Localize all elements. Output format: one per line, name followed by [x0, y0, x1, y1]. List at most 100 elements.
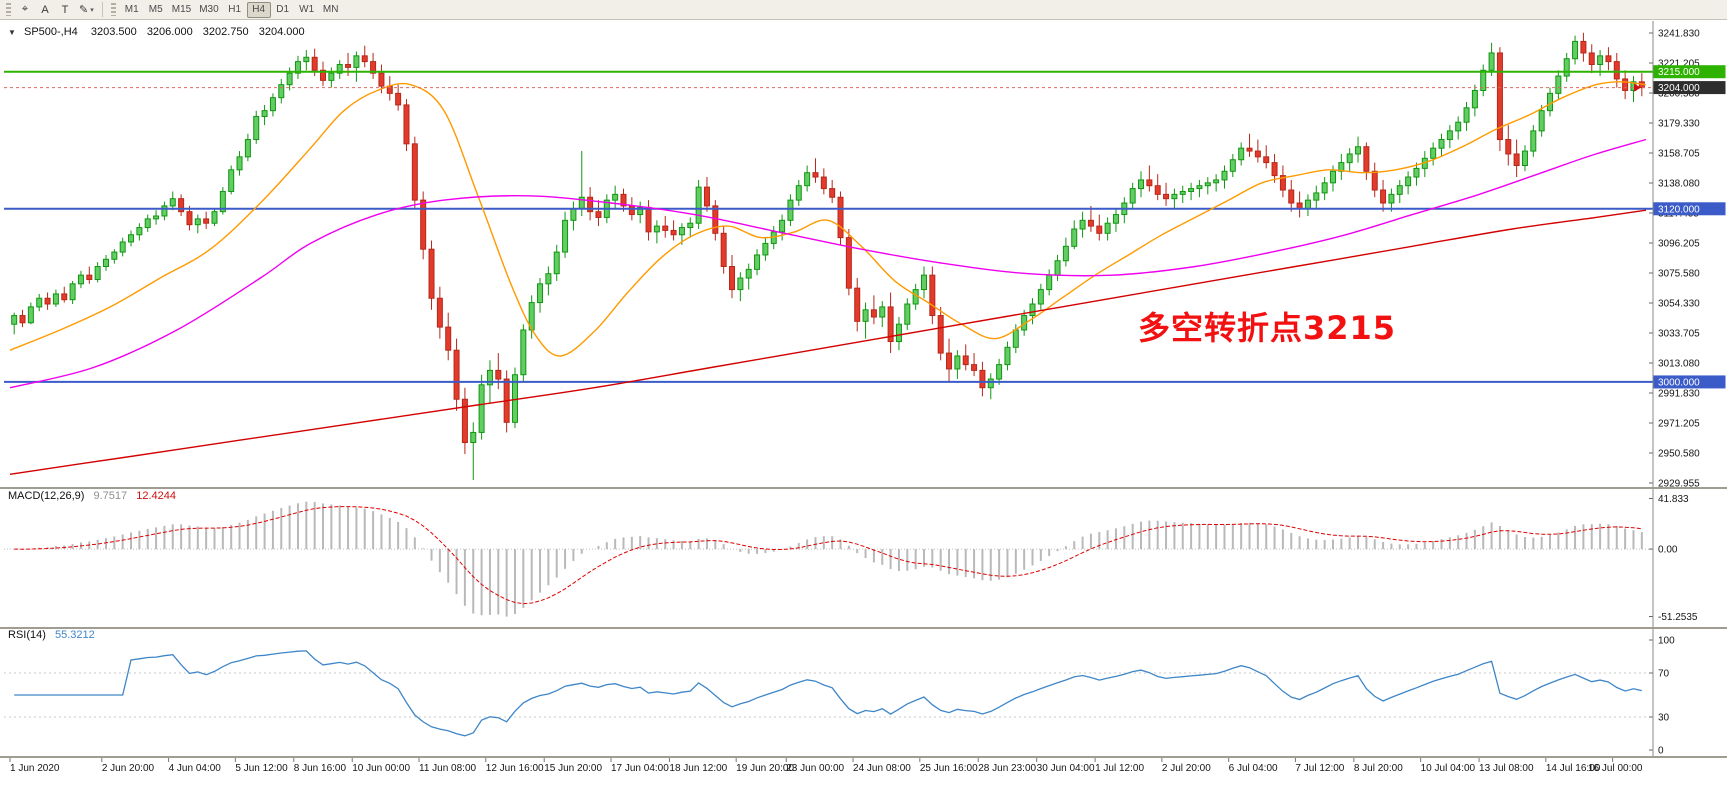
svg-text:14 Jul 16:00: 14 Jul 16:00	[1546, 763, 1601, 774]
rsi-label: RSI(14) 55.3212	[8, 629, 101, 641]
svg-text:3138.080: 3138.080	[1658, 179, 1700, 190]
timeframe-button-w1[interactable]: W1	[299, 4, 315, 15]
svg-text:1 Jul 12:00: 1 Jul 12:00	[1095, 763, 1144, 774]
svg-text:-51.2535: -51.2535	[1658, 612, 1698, 623]
svg-text:8 Jun 16:00: 8 Jun 16:00	[294, 763, 347, 774]
close-value: 3204.000	[258, 26, 305, 38]
top-toolbar: ⌖ A T ✎ ▾ M1 M5 M15 M30 H1 H4 D1 W1 MN	[0, 0, 1727, 20]
crosshair-button[interactable]: ⌖	[21, 3, 29, 15]
rsi-line	[14, 650, 1642, 737]
high-value: 3206.000	[146, 26, 193, 38]
drawing-tools-button[interactable]: ✎ ▾	[75, 2, 98, 18]
svg-text:70: 70	[1658, 669, 1670, 680]
svg-text:2950.580: 2950.580	[1658, 449, 1700, 460]
svg-text:3158.705: 3158.705	[1658, 149, 1700, 160]
timeframe-button-h1[interactable]: H1	[228, 4, 242, 15]
timeframe-button-mn[interactable]: MN	[322, 4, 339, 15]
svg-text:3120.000: 3120.000	[1658, 204, 1700, 215]
timeframe-button-m15[interactable]: M15	[171, 4, 192, 15]
svg-text:3054.330: 3054.330	[1658, 299, 1700, 310]
svg-text:3215.000: 3215.000	[1658, 67, 1700, 78]
timeframe-button-d1[interactable]: D1	[276, 4, 290, 15]
moving-average-medium	[9, 138, 1647, 389]
candlestick-series	[11, 32, 1645, 481]
time-axis[interactable]: 1 Jun 2020 2 Jun 20:00 4 Jun 04:00 5 Jun 12…	[9, 758, 1643, 774]
svg-text:8 Jul 20:00: 8 Jul 20:00	[1354, 763, 1403, 774]
svg-text:10 Jul 04:00: 10 Jul 04:00	[1421, 763, 1476, 774]
svg-text:15 Jun 20:00: 15 Jun 20:00	[544, 763, 602, 774]
timeframe-button-m5[interactable]: M5	[148, 4, 163, 15]
svg-text:1 Jun 2020: 1 Jun 2020	[10, 763, 60, 774]
price-badge: 3120.000	[1653, 202, 1726, 216]
macd-main-value: 9.7517	[93, 490, 128, 502]
svg-text:16 Jul 00:00: 16 Jul 00:00	[1588, 763, 1643, 774]
price-badge: 3000.000	[1653, 375, 1726, 389]
svg-text:24 Jun 08:00: 24 Jun 08:00	[853, 763, 911, 774]
svg-text:30: 30	[1658, 713, 1670, 724]
svg-text:23 Jun 00:00: 23 Jun 00:00	[786, 763, 844, 774]
svg-text:3204.000: 3204.000	[1658, 83, 1700, 94]
macd-name: MACD(12,26,9)	[8, 490, 85, 502]
macd-panel: 41.833 0.00 -51.2535	[4, 494, 1698, 623]
rsi-panel: 100 70 30 0	[4, 636, 1675, 757]
svg-text:3241.830: 3241.830	[1658, 29, 1700, 40]
svg-text:2 Jun 20:00: 2 Jun 20:00	[102, 763, 155, 774]
toolbar-grip[interactable]	[6, 3, 11, 16]
price-axis[interactable]: 3241.8303221.2053200.5803179.3303158.705…	[1649, 29, 1700, 490]
timeframe-button-m30[interactable]: M30	[199, 4, 219, 15]
collapse-arrow-icon[interactable]: ▼	[8, 28, 16, 37]
timeframe-button-m1[interactable]: M1	[124, 4, 139, 15]
macd-signal-line	[14, 506, 1642, 605]
svg-text:100: 100	[1658, 636, 1675, 647]
svg-text:6 Jul 04:00: 6 Jul 04:00	[1229, 763, 1278, 774]
timeframe-toolbar: M1 M5 M15 M30 H1 H4 D1 W1 MN	[120, 1, 343, 18]
svg-text:19 Jun 20:00: 19 Jun 20:00	[736, 763, 794, 774]
svg-text:3179.330: 3179.330	[1658, 119, 1700, 130]
svg-text:3000.000: 3000.000	[1658, 377, 1700, 388]
text-tool-button[interactable]: T	[61, 3, 69, 16]
rsi-name: RSI(14)	[8, 629, 46, 641]
moving-average-slow	[9, 209, 1647, 475]
price-badge: 3204.000	[1653, 81, 1726, 95]
svg-text:2991.830: 2991.830	[1658, 389, 1700, 400]
price-badge: 3215.000	[1653, 65, 1726, 79]
svg-text:3221.205: 3221.205	[1658, 59, 1700, 70]
open-value: 3203.500	[90, 26, 137, 38]
timeframe-button-h4[interactable]: H4	[246, 1, 271, 18]
macd-signal-value: 12.4244	[136, 490, 176, 502]
svg-text:18 Jun 12:00: 18 Jun 12:00	[669, 763, 727, 774]
toolbar-grip[interactable]	[110, 3, 116, 16]
low-value: 3202.750	[202, 26, 249, 38]
macd-label: MACD(12,26,9) 9.7517 12.4244	[8, 490, 182, 502]
svg-text:2929.955: 2929.955	[1658, 479, 1700, 490]
text-annotation-button[interactable]: A	[41, 3, 49, 16]
svg-text:3075.580: 3075.580	[1658, 269, 1700, 280]
svg-text:7 Jul 12:00: 7 Jul 12:00	[1295, 763, 1344, 774]
svg-text:17 Jun 04:00: 17 Jun 04:00	[611, 763, 669, 774]
svg-text:3033.705: 3033.705	[1658, 329, 1700, 340]
svg-text:2971.205: 2971.205	[1658, 419, 1700, 430]
chevron-down-icon: ▾	[90, 6, 94, 14]
svg-text:4 Jun 04:00: 4 Jun 04:00	[169, 763, 222, 774]
svg-text:12 Jun 16:00: 12 Jun 16:00	[486, 763, 544, 774]
chart-annotation-text[interactable]: 多空转折点3215	[1138, 309, 1397, 347]
svg-text:0: 0	[1658, 746, 1664, 757]
pencil-icon: ✎	[79, 4, 89, 16]
svg-text:10 Jun 00:00: 10 Jun 00:00	[352, 763, 410, 774]
chart-header: ▼ SP500-,H4 3203.500 3206.000 3202.750 3…	[8, 26, 312, 38]
svg-text:0.00: 0.00	[1658, 545, 1678, 556]
last-price-arrow-icon	[1634, 83, 1641, 92]
svg-text:5 Jun 12:00: 5 Jun 12:00	[235, 763, 288, 774]
svg-text:11 Jun 08:00: 11 Jun 08:00	[419, 763, 477, 774]
symbol-period-label: SP500-,H4	[23, 26, 78, 38]
svg-text:2 Jul 20:00: 2 Jul 20:00	[1162, 763, 1211, 774]
toolbar-separator	[101, 2, 103, 17]
svg-text:3013.080: 3013.080	[1658, 359, 1700, 370]
svg-text:13 Jul 08:00: 13 Jul 08:00	[1479, 763, 1534, 774]
rsi-value: 55.3212	[54, 629, 95, 641]
svg-text:41.833: 41.833	[1658, 494, 1689, 505]
svg-text:28 Jun 23:00: 28 Jun 23:00	[978, 763, 1036, 774]
svg-text:3096.205: 3096.205	[1658, 239, 1700, 250]
svg-text:25 Jun 16:00: 25 Jun 16:00	[920, 763, 978, 774]
